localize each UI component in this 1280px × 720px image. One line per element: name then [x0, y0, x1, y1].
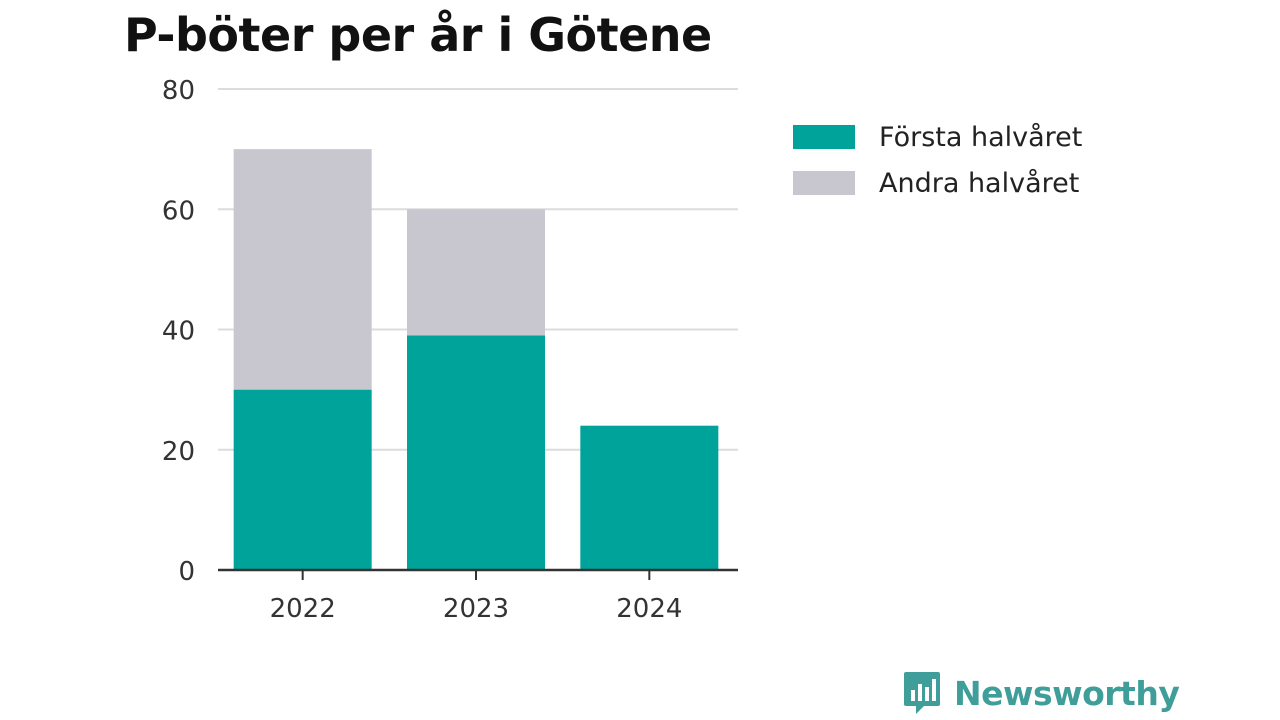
x-tick-label: 2023 — [443, 594, 509, 624]
legend-item-first-half: Första halvåret — [793, 114, 1082, 160]
bar-2022-series-1 — [233, 389, 372, 570]
chart-title: P-böter per år i Götene — [124, 8, 712, 62]
bar-2024-series-1 — [580, 425, 719, 570]
legend: Första halvåret Andra halvåret — [793, 114, 1082, 206]
x-tick-label: 2024 — [616, 594, 682, 624]
y-tick-label: 80 — [162, 76, 195, 106]
legend-swatch-second-half — [793, 171, 855, 195]
logo-text: Newsworthy — [954, 673, 1180, 713]
y-tick-label: 40 — [162, 317, 195, 347]
bar-2023-series-2 — [407, 209, 545, 336]
legend-label-first-half: Första halvåret — [879, 121, 1083, 153]
bars — [233, 149, 719, 570]
bar-2023-series-1 — [407, 335, 545, 570]
legend-swatch-first-half — [793, 125, 855, 149]
newsworthy-logo: Newsworthy — [902, 670, 1180, 716]
legend-label-second-half: Andra halvåret — [879, 167, 1080, 199]
y-tick-label: 20 — [162, 437, 195, 467]
newsworthy-logo-icon — [904, 672, 940, 714]
axes: 0 20 40 60 80 2022 2023 2024 — [162, 76, 738, 624]
bar-2022-series-2 — [233, 149, 372, 390]
x-tick-label: 2022 — [270, 594, 336, 624]
y-tick-label: 0 — [178, 557, 195, 587]
y-tick-label: 60 — [162, 196, 195, 226]
legend-item-second-half: Andra halvåret — [793, 160, 1082, 206]
